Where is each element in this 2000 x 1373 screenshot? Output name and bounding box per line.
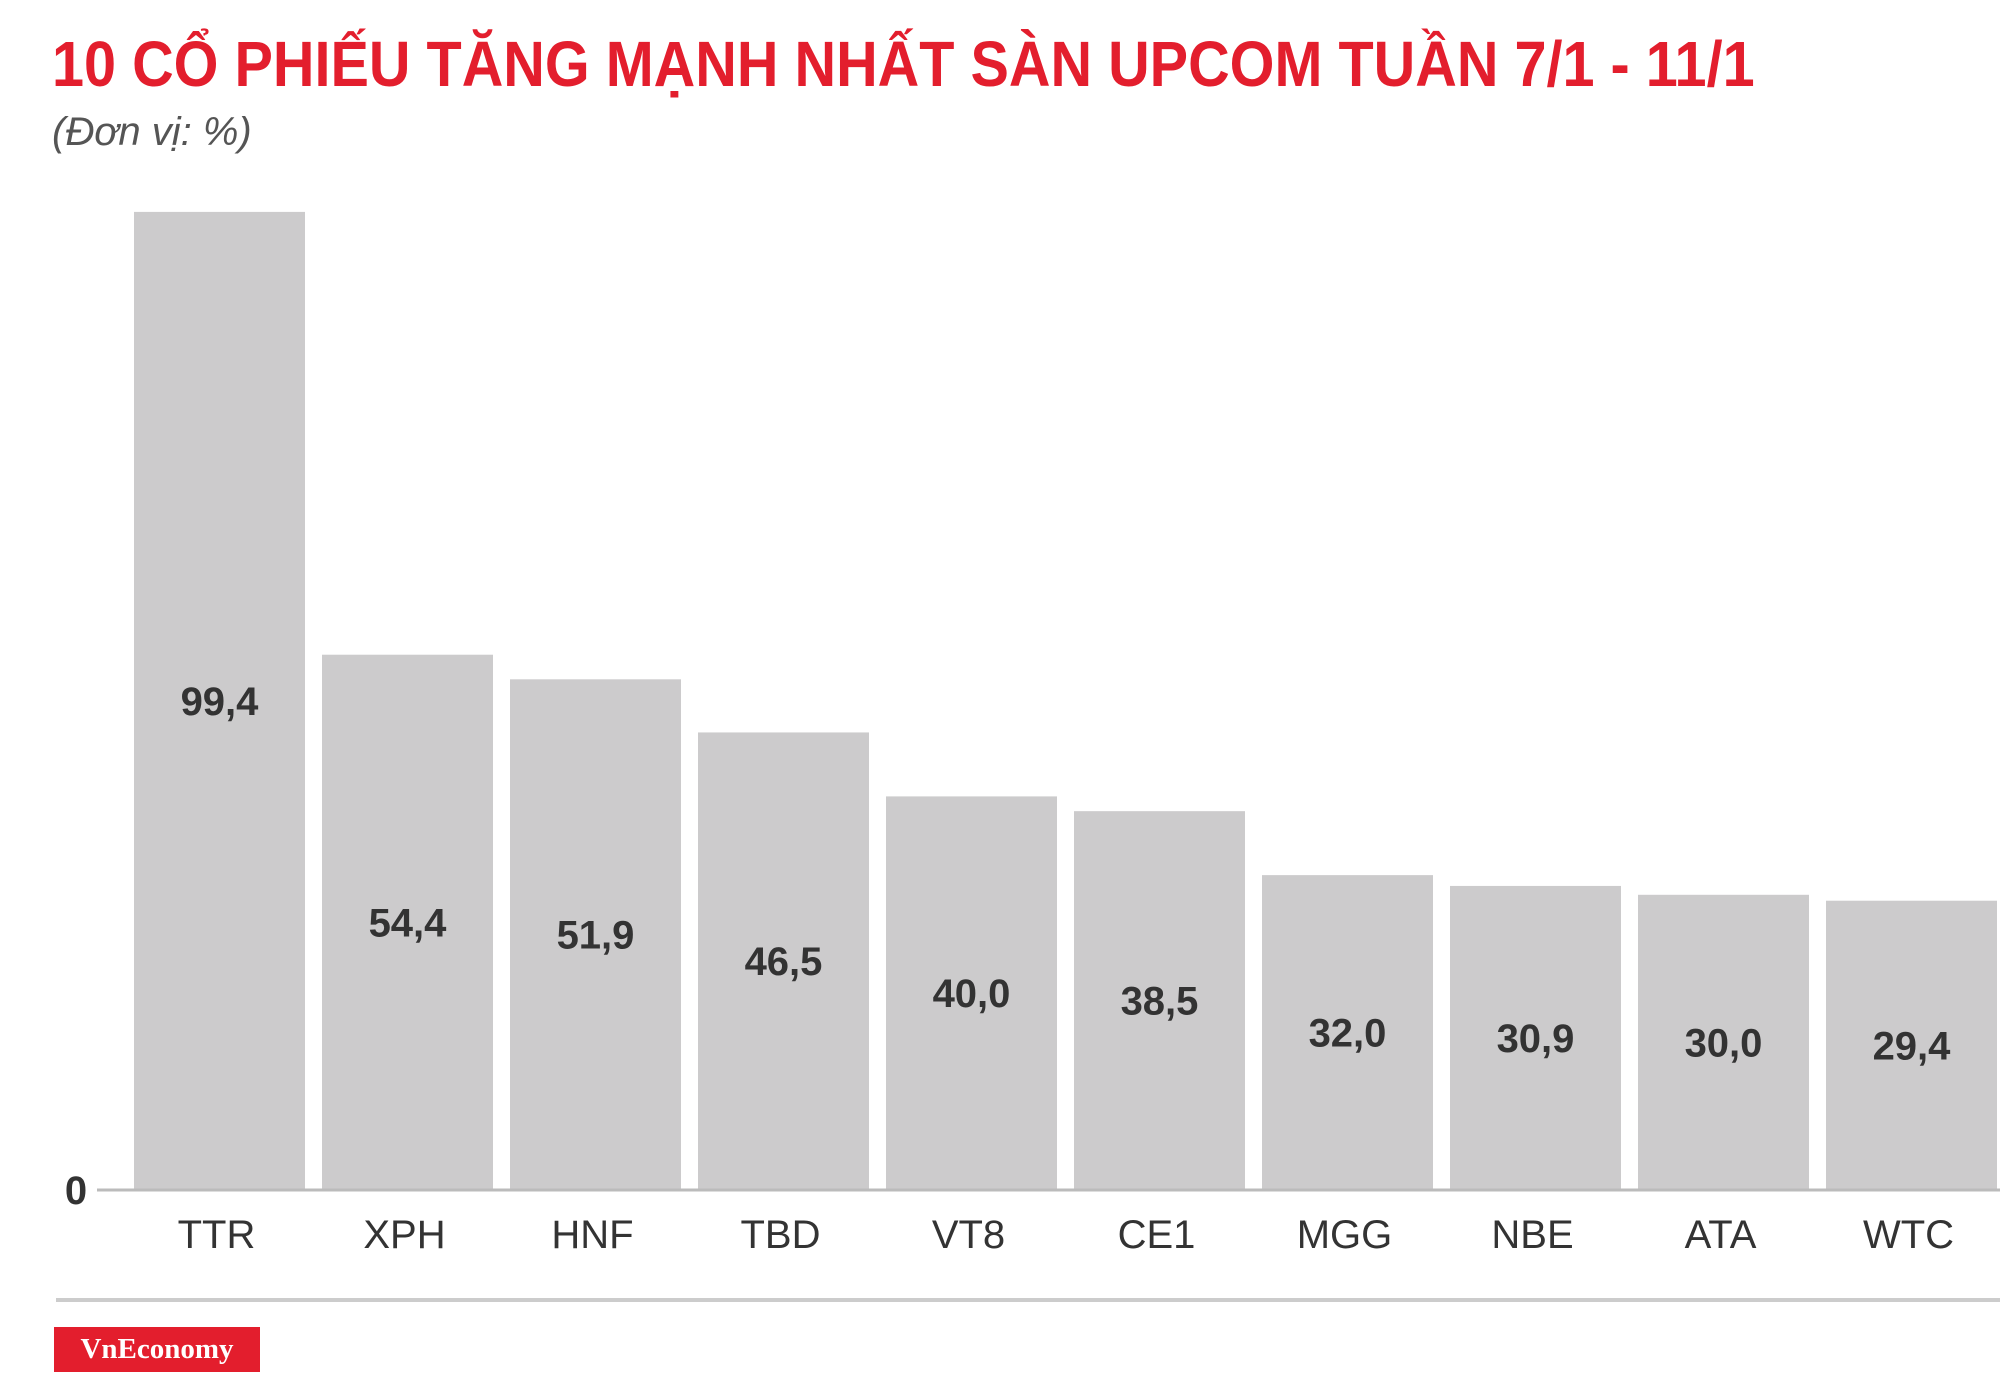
chart-title: 10 CỔ PHIẾU TĂNG MẠNH NHẤT SÀN UPCOM TUẦ… [52, 28, 1755, 100]
bar-mgg [1262, 875, 1433, 1190]
bar-tbd [698, 732, 869, 1190]
category-label-hnf: HNF [551, 1213, 633, 1257]
bar-ttr [134, 211, 305, 1191]
bar-ce1 [1074, 811, 1245, 1190]
value-label-tbd: 46,5 [745, 940, 823, 984]
category-label-ttr: TTR [178, 1213, 256, 1257]
bar-vt8 [886, 796, 1057, 1190]
bar-wtc [1826, 900, 1997, 1190]
category-label-nbe: NBE [1491, 1213, 1573, 1257]
bar-xph [322, 654, 493, 1190]
bar-nbe [1450, 885, 1621, 1190]
y-tick-label-zero: 0 [65, 1169, 87, 1213]
bars-group [134, 211, 1997, 1191]
value-label-mgg: 32,0 [1309, 1012, 1387, 1056]
bar-chart: 0 99,4 54,4 51,9 46,5 40,0 38,5 32,0 30,9 30,0 29… [65, 211, 2000, 1257]
category-label-xph: XPH [363, 1213, 445, 1257]
value-label-ata: 30,0 [1685, 1021, 1763, 1065]
bar-hnf [510, 679, 681, 1190]
value-label-ce1: 38,5 [1121, 980, 1199, 1024]
value-label-wtc: 29,4 [1873, 1024, 1952, 1068]
category-label-tbd: TBD [741, 1213, 821, 1257]
category-label-ata: ATA [1685, 1213, 1757, 1257]
bar-ata [1638, 894, 1809, 1190]
chart-subtitle: (Đơn vị: %) [52, 110, 252, 154]
value-label-xph: 54,4 [369, 901, 448, 945]
value-label-vt8: 40,0 [933, 972, 1011, 1016]
category-label-wtc: WTC [1863, 1213, 1954, 1257]
value-label-nbe: 30,9 [1497, 1017, 1575, 1061]
value-labels-group: 99,4 54,4 51,9 46,5 40,0 38,5 32,0 30,9 30,0 29,4 [181, 680, 1952, 1068]
vneconomy-logo: VnEconomy [54, 1327, 260, 1372]
value-label-ttr: 99,4 [181, 680, 260, 724]
category-label-mgg: MGG [1297, 1213, 1393, 1257]
value-label-hnf: 51,9 [557, 914, 635, 958]
category-label-ce1: CE1 [1118, 1213, 1196, 1257]
footer-divider [56, 1298, 2000, 1302]
category-label-vt8: VT8 [932, 1213, 1005, 1257]
category-labels-group: TTR XPH HNF TBD VT8 CE1 MGG NBE ATA WTC [178, 1213, 1954, 1257]
